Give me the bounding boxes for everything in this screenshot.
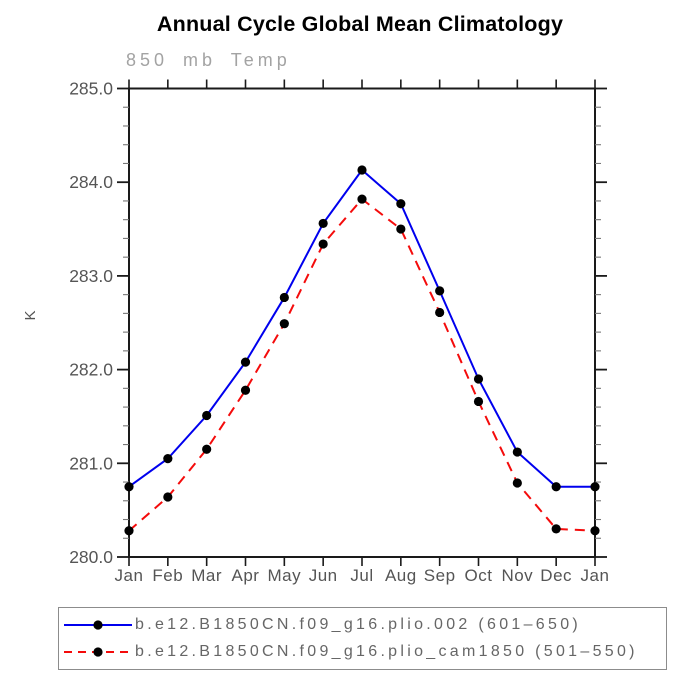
data-point [279, 292, 289, 303]
y-tick-label: 283.0 [69, 266, 113, 286]
legend-box: b.e12.B1850CN.f09_g16.plio.002 (601–650)… [58, 607, 667, 670]
data-point [590, 526, 600, 536]
data-point [396, 199, 406, 209]
data-point [551, 524, 561, 534]
data-point [318, 218, 328, 229]
y-tick-label: 285.0 [69, 79, 113, 99]
legend-item: b.e12.B1850CN.f09_g16.plio_cam1850 (501–… [63, 639, 666, 665]
legend-item: b.e12.B1850CN.f09_g16.plio.002 (601–650) [63, 612, 666, 638]
data-point [318, 239, 328, 249]
y-tick-label: 280.0 [69, 547, 113, 567]
legend-item-label: b.e12.B1850CN.f09_g16.plio_cam1850 (501–… [135, 643, 638, 661]
legend-sample-dashed [64, 647, 132, 657]
data-point [357, 194, 367, 204]
data-point [512, 447, 522, 457]
x-tick-label: Aug [385, 566, 417, 585]
data-point [163, 454, 173, 464]
y-tick-label: 281.0 [69, 453, 113, 473]
data-point [357, 165, 367, 175]
x-tick-label: Jul [350, 566, 373, 585]
x-tick-label: Dec [540, 566, 572, 585]
x-tick-label: Sep [424, 566, 456, 585]
data-point [202, 444, 212, 454]
legend-item-label: b.e12.B1850CN.f09_g16.plio.002 (601–650) [135, 615, 582, 633]
x-tick-label: Oct [465, 566, 493, 585]
data-point [124, 526, 134, 536]
x-tick-label: Feb [152, 566, 183, 585]
x-tick-label: Apr [232, 566, 260, 585]
data-point [473, 396, 484, 407]
data-point [396, 224, 406, 234]
x-tick-label: Jan [581, 566, 610, 585]
x-tick-label: Nov [501, 566, 533, 585]
x-tick-label: Jun [309, 566, 338, 585]
x-tick-label: May [268, 566, 302, 585]
y-tick-label: 284.0 [69, 172, 113, 192]
data-point [435, 307, 445, 318]
x-tick-label: Mar [191, 566, 222, 585]
legend-marker-dot [93, 620, 103, 630]
series-line-1 [128, 168, 595, 488]
data-point [163, 492, 173, 502]
x-tick-label: Jan [115, 566, 144, 585]
data-point [279, 319, 289, 329]
data-point [124, 482, 134, 492]
data-point [240, 357, 251, 367]
y-tick-label: 282.0 [69, 360, 113, 380]
plot-frame [128, 87, 596, 558]
legend-marker-dot [93, 647, 103, 657]
chart-subtitle: 850 mb Temp [126, 50, 291, 70]
data-point [473, 374, 484, 384]
data-point [512, 478, 522, 488]
data-point [202, 410, 212, 421]
data-point [590, 482, 600, 492]
data-point [240, 385, 251, 395]
data-point [435, 286, 445, 296]
legend-sample-solid [64, 620, 132, 630]
data-point [551, 482, 561, 492]
chart-title: Annual Cycle Global Mean Climatology [156, 12, 564, 36]
series-line-2 [128, 197, 596, 532]
chart-plot-area: Jan Feb Mar Apr May Jun Jul Aug Sep Oct Nov Dec Jan2… [69, 79, 610, 586]
